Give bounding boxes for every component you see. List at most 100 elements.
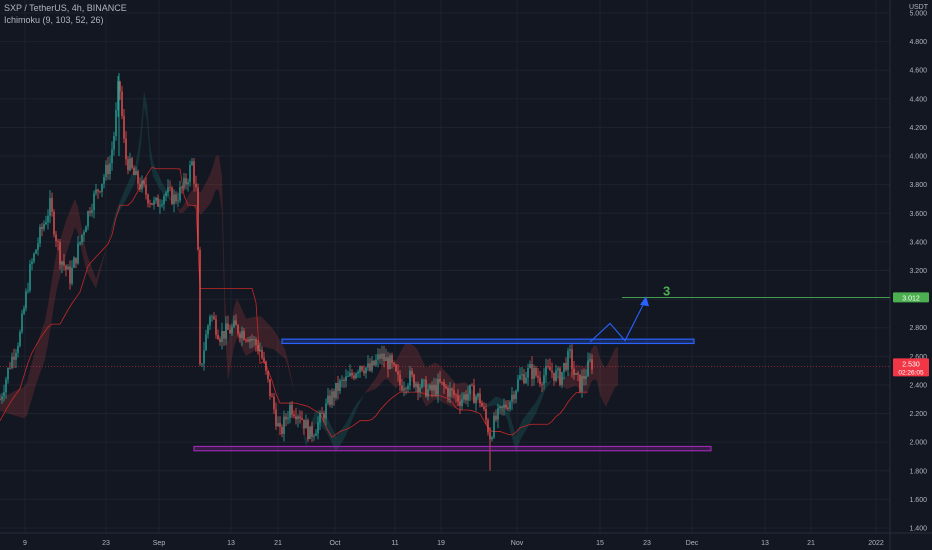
ichimoku-cloud-segment (90, 262, 93, 284)
ichimoku-cloud-segment (315, 409, 318, 425)
candle-body (563, 362, 565, 372)
ichimoku-cloud-segment (102, 251, 105, 266)
candle-body (529, 364, 531, 369)
y-tick-label: 1.800 (909, 468, 927, 475)
candle-body (269, 379, 271, 396)
ichimoku-cloud-segment (150, 144, 153, 177)
candle-body (451, 388, 453, 391)
candle-body (99, 191, 101, 193)
candle-body (359, 366, 361, 373)
candle-body (277, 422, 279, 427)
ichimoku-cloud-segment (513, 425, 516, 453)
candle-body (391, 355, 393, 363)
candle-body (397, 371, 399, 375)
candle-body (39, 226, 41, 244)
candle-body (91, 210, 93, 213)
candle-body (475, 396, 477, 404)
candle-body (121, 91, 123, 116)
candle-body (271, 395, 273, 397)
candle-body (115, 109, 117, 137)
candle-body (229, 329, 231, 334)
bar-countdown: 02:26:05 (898, 369, 924, 376)
x-tick-label: Oct (330, 540, 341, 547)
current-price-badge (893, 358, 929, 377)
indicator-label: Ichimoku (9, 103, 52, 26) (4, 15, 104, 25)
candle-body (31, 261, 33, 264)
candle-body (217, 334, 219, 340)
candle-body (35, 249, 37, 254)
ichimoku-cloud-segment (345, 419, 348, 438)
y-tick-label: 4.600 (909, 68, 927, 75)
ichimoku-cloud-segment (39, 329, 42, 377)
candle-body (45, 222, 47, 225)
candle-body (151, 203, 153, 205)
candle-body (131, 158, 133, 169)
candle-body (437, 378, 439, 395)
candle-body (1, 396, 3, 400)
candle-body (205, 334, 207, 351)
ichimoku-cloud-segment (441, 366, 444, 404)
ichimoku-cloud-segment (252, 316, 255, 353)
candle-body (109, 163, 111, 175)
ichimoku-cloud-segment (327, 416, 330, 440)
ichimoku-cloud-segment (216, 155, 219, 191)
ichimoku-cloud-segment (246, 317, 249, 357)
candle-body (361, 366, 363, 371)
candle-body (197, 187, 199, 250)
candle-body (537, 375, 539, 378)
candle-body (137, 171, 139, 184)
candle-body (263, 357, 265, 362)
ichimoku-cloud-segment (609, 354, 612, 401)
ichimoku-cloud-segment (138, 128, 141, 166)
ichimoku-cloud-segment (231, 307, 234, 364)
candle-body (455, 394, 457, 396)
candle-body (75, 257, 77, 264)
ichimoku-cloud-segment (528, 408, 531, 427)
ichimoku-cloud-segment (492, 396, 495, 406)
candle-body (375, 359, 377, 366)
candle-body (589, 359, 591, 361)
candle-body (487, 419, 489, 433)
ichimoku-cloud-segment (240, 305, 243, 350)
candle-body (79, 241, 81, 244)
candle-body (97, 189, 99, 192)
candle-body (561, 371, 563, 386)
y-tick-label: 2.200 (909, 411, 927, 418)
candle-body (565, 362, 567, 370)
ichimoku-cloud-segment (30, 358, 33, 406)
candle-body (239, 333, 241, 339)
candle-body (399, 374, 401, 386)
ichimoku-cloud-segment (489, 399, 492, 407)
ichimoku-cloud-segment (573, 364, 576, 387)
candle-body (73, 257, 75, 268)
candle-body (319, 412, 321, 423)
candle-body (315, 433, 317, 436)
candle-body (551, 370, 553, 373)
ichimoku-cloud-segment (210, 166, 213, 205)
ichimoku-cloud-segment (600, 357, 603, 402)
candle-body (21, 313, 23, 332)
ichimoku-cloud-segment (603, 364, 606, 407)
ichimoku-cloud-segment (423, 361, 426, 407)
candle-body (247, 339, 249, 342)
candle-body (503, 404, 505, 408)
candle-body (441, 381, 443, 383)
candle-body (273, 396, 275, 410)
candle-body (477, 393, 479, 397)
candle-body (53, 211, 55, 235)
ichimoku-cloud-segment (339, 428, 342, 448)
candle-body (587, 360, 589, 377)
candle-body (535, 367, 537, 376)
ichimoku-cloud-segment (162, 182, 165, 196)
candle-body (187, 181, 189, 185)
candle-body (581, 376, 583, 392)
candle-body (7, 367, 9, 380)
candle-body (171, 187, 173, 204)
candle-body (125, 138, 127, 160)
ichimoku-cloud-segment (420, 355, 423, 401)
candle-body (575, 373, 577, 375)
candle-body (55, 234, 57, 242)
x-tick-label: 13 (761, 540, 769, 547)
candle-body (177, 200, 179, 202)
